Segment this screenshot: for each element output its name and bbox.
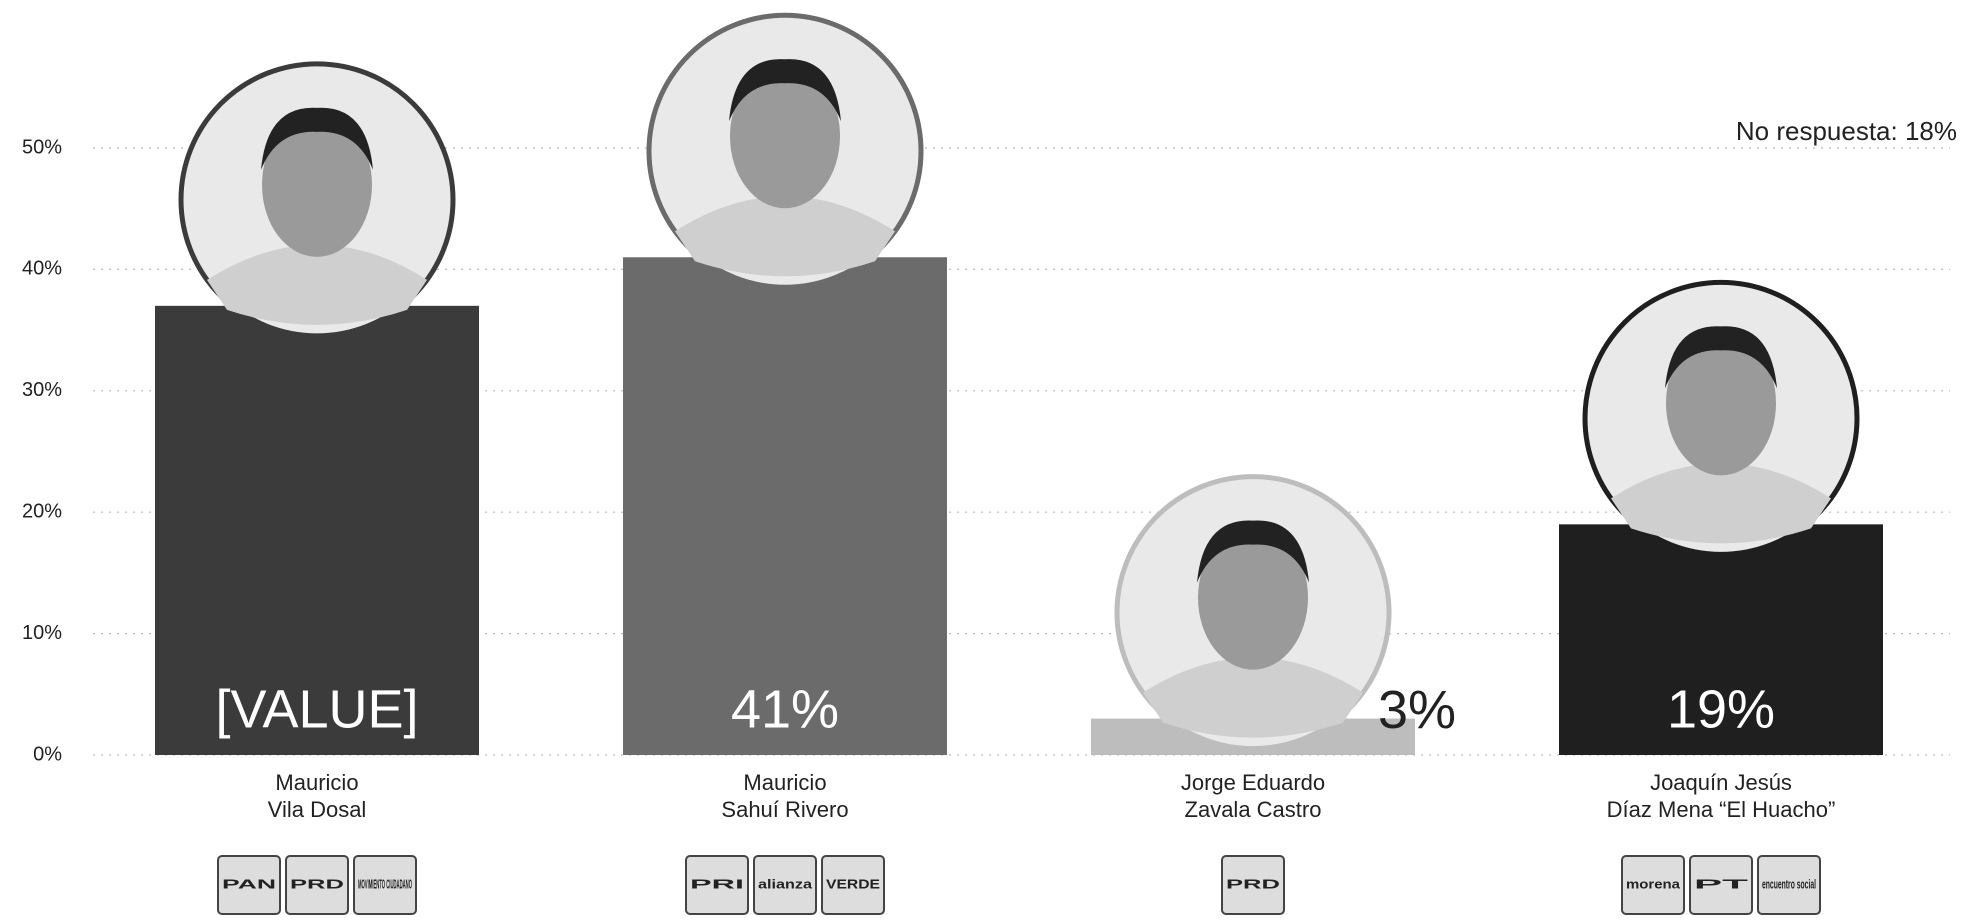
y-tick-label: 30% [22,379,62,401]
candidate-photo [646,12,924,290]
photo-shoulders [1611,463,1831,544]
party-name: alianza [758,876,813,891]
photo-hair [1197,520,1309,583]
bar [623,257,947,755]
candidate-photo [178,61,456,339]
party-logo [753,855,817,915]
x-tick-label: Mauricio [275,770,358,795]
photo-shoulders [675,196,895,277]
party-name: encuentro social [1762,876,1816,891]
value-label: 41% [731,679,839,739]
y-tick-label: 50% [22,136,62,158]
y-tick-label: 20% [22,500,62,522]
x-tick-label: Díaz Mena “El Huacho” [1607,797,1836,822]
bar [1559,524,1883,755]
photo-head [262,112,372,257]
party-logo [1221,855,1285,915]
x-tick-label: Mauricio [743,770,826,795]
party-name: PRD [1226,876,1280,891]
annotation: No respuesta: 18% [1736,116,1957,146]
value-label: [VALUE] [215,679,418,739]
party-logo [685,855,749,915]
party-name: morena [1626,876,1681,891]
photo-head [1666,331,1776,476]
party-logo [1621,855,1685,915]
value-label: 3% [1378,680,1456,740]
x-tick-label: Vila Dosal [268,797,367,822]
value-label: 19% [1667,679,1775,739]
party-name: PT [1694,876,1748,891]
y-tick-label: 10% [22,622,62,644]
party-name: VERDE [826,876,880,891]
party-logo [353,855,417,915]
party-name: PRI [690,876,744,891]
x-tick-label: Zavala Castro [1185,797,1322,822]
x-tick-label: Sahuí Rivero [721,797,848,822]
photo-head [1198,525,1308,670]
y-tick-label: 40% [22,258,62,280]
party-logo [1757,855,1821,915]
party-name: MOVIMIENTO CIUDADANO [358,876,412,891]
x-tick-label: Joaquín Jesús [1650,770,1792,795]
party-logo [821,855,885,915]
party-name: PAN [222,876,276,891]
party-logo [285,855,349,915]
party-logo [217,855,281,915]
photo-hair [261,107,373,170]
candidate-photo [1582,279,1860,557]
party-name: PRD [290,876,344,891]
bar [155,305,479,755]
y-tick-label: 0% [33,743,62,765]
photo-head [730,64,840,209]
photo-hair [1665,326,1777,389]
x-tick-label: Jorge Eduardo [1181,770,1325,795]
candidate-photo [1114,474,1392,752]
party-logo [1689,855,1753,915]
photo-shoulders [1143,657,1363,738]
photo-hair [729,59,841,122]
photo-shoulders [207,244,427,325]
